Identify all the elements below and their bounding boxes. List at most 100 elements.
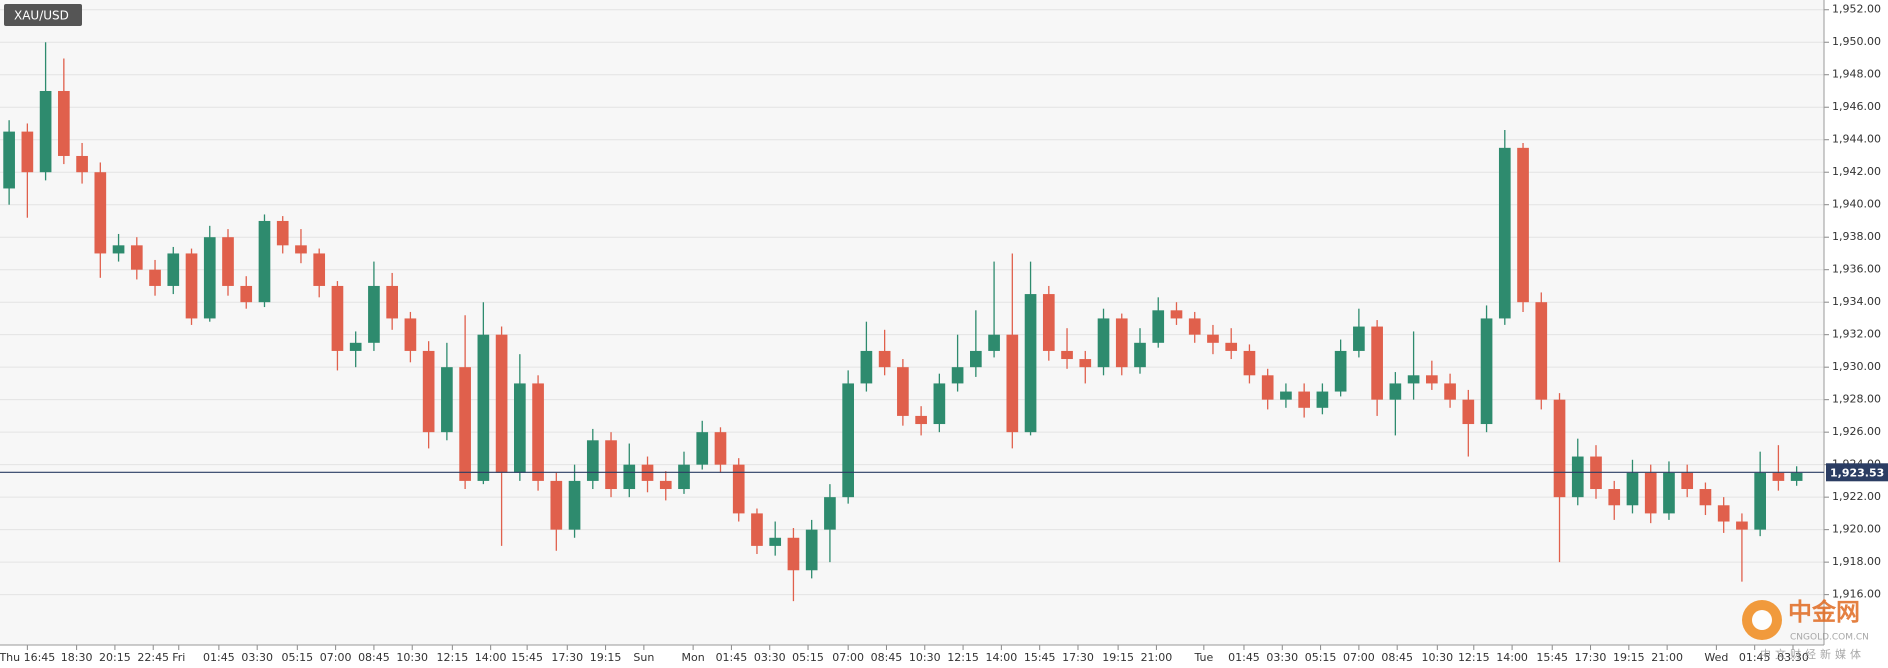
- candle: [586, 428, 599, 490]
- x-tick-label: Sun: [633, 651, 654, 664]
- candle-body: [970, 350, 982, 368]
- x-tick-label: Tue: [1193, 651, 1213, 664]
- y-tick-label: 1,928.00: [1832, 393, 1881, 406]
- candle-body: [550, 480, 563, 530]
- candle: [1644, 464, 1657, 524]
- candle: [696, 420, 709, 470]
- candle-body: [897, 367, 909, 416]
- last-price-label: 1,923.53: [1830, 466, 1884, 479]
- candle-body: [1498, 147, 1511, 319]
- plot-area: [0, 0, 1824, 645]
- x-tick-label: 17:30: [1062, 651, 1094, 664]
- watermark-name: 中金网: [1788, 598, 1860, 626]
- candle-body: [805, 529, 818, 571]
- candle-body: [1115, 318, 1128, 368]
- candle-body: [532, 383, 544, 481]
- candle: [459, 315, 471, 490]
- candle-body: [185, 253, 198, 319]
- candle: [1389, 372, 1402, 436]
- candle: [1243, 344, 1256, 384]
- candle: [805, 519, 818, 579]
- x-tick-label: 01:45: [1739, 651, 1771, 664]
- candle-body: [258, 220, 271, 303]
- candle-body: [1042, 294, 1055, 351]
- watermark: 中金网 CNGOLD.COM.CN 中文财经新媒体: [1742, 598, 1869, 661]
- candle: [1079, 350, 1092, 384]
- candle: [441, 342, 453, 441]
- candle-body: [1663, 472, 1675, 514]
- candle-body: [586, 440, 599, 481]
- candle: [203, 225, 216, 322]
- candle: [532, 375, 544, 491]
- candle-body: [1626, 472, 1639, 506]
- x-tick-label: 03:30: [1777, 651, 1809, 664]
- candle-body: [495, 334, 508, 473]
- candle-body: [1553, 399, 1566, 498]
- candle: [1407, 331, 1420, 400]
- candle: [1444, 373, 1456, 408]
- candle: [769, 521, 782, 556]
- candle-body: [787, 537, 800, 571]
- candle: [185, 248, 198, 325]
- candle: [1790, 466, 1803, 486]
- candle: [1097, 308, 1110, 376]
- x-tick-label: 19:15: [590, 651, 622, 664]
- candle: [860, 321, 873, 392]
- candle-body: [568, 480, 581, 530]
- candle: [1261, 368, 1274, 410]
- candle: [368, 261, 380, 351]
- candle: [1280, 383, 1292, 408]
- candle-body: [696, 432, 709, 465]
- candle-body: [514, 383, 526, 473]
- y-tick-label: 1,930.00: [1832, 360, 1881, 373]
- candle-body: [1334, 350, 1347, 392]
- y-tick-label: 1,942.00: [1832, 165, 1881, 178]
- candle: [1736, 513, 1748, 582]
- candle-body: [21, 131, 34, 173]
- candle: [878, 329, 891, 376]
- candle-body: [1097, 318, 1110, 368]
- x-tick-label: 12:15: [437, 651, 469, 664]
- x-tick-label: 10:30: [396, 651, 428, 664]
- candle: [112, 233, 125, 262]
- candle: [477, 302, 490, 485]
- y-tick-label: 1,950.00: [1832, 35, 1881, 48]
- y-tick-label: 1,936.00: [1832, 263, 1881, 276]
- candle-body: [678, 464, 690, 490]
- candle-body: [422, 350, 435, 433]
- x-tick-label: 19:15: [1613, 651, 1645, 664]
- x-tick-label: 21:00: [1651, 651, 1683, 664]
- candle: [422, 341, 435, 449]
- x-tick-label: 17:30: [551, 651, 583, 664]
- x-tick-label: Fri: [172, 651, 185, 664]
- x-tick-label: 17:30: [1575, 651, 1607, 664]
- x-tick-label: Wed: [1704, 651, 1728, 664]
- candle: [1042, 285, 1055, 361]
- candle: [331, 281, 344, 371]
- candle: [149, 259, 161, 296]
- candle-body: [441, 367, 453, 433]
- x-tick-label: 15:45: [511, 651, 543, 664]
- candle-body: [130, 245, 143, 270]
- candle-body: [203, 237, 216, 319]
- candle: [21, 123, 34, 218]
- candle-body: [1061, 350, 1073, 360]
- x-tick-label: 05:15: [281, 651, 313, 664]
- candle-body: [349, 342, 362, 351]
- candle: [349, 331, 362, 368]
- candle: [313, 248, 326, 298]
- candle-body: [1280, 391, 1292, 400]
- candle: [1371, 320, 1383, 416]
- candle: [1115, 313, 1128, 376]
- y-tick-label: 1,920.00: [1832, 523, 1881, 536]
- candle-body: [1790, 472, 1803, 481]
- candle: [659, 471, 672, 501]
- x-tick-label: 15:45: [1536, 651, 1568, 664]
- candle-body: [824, 497, 836, 530]
- candle: [933, 373, 946, 433]
- watermark-logo-inner: [1752, 610, 1772, 630]
- candle: [1334, 339, 1347, 397]
- symbol-box: [4, 4, 82, 26]
- candle-body: [276, 220, 289, 246]
